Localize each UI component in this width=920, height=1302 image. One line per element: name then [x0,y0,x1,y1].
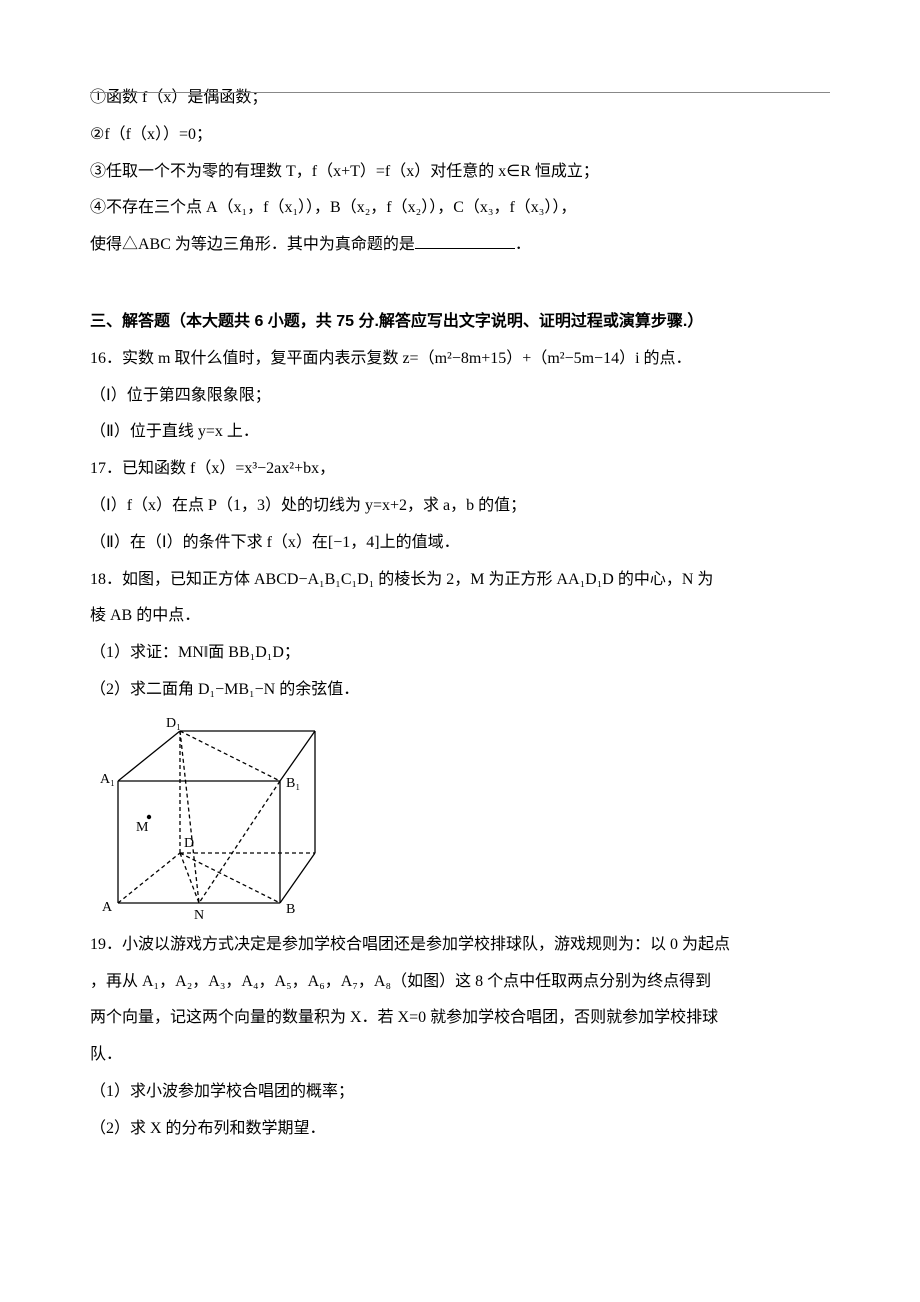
text: 两个向量，记这两个向量的数量积为 X．若 X=0 就参加学校合唱团，否则就参加学… [90,1009,718,1026]
text: 17．已知函数 f（x）=x³−2ax²+bx， [90,460,335,477]
q17-line3: （Ⅱ）在（Ⅰ）的条件下求 f（x）在[−1，4]上的值域． [90,525,830,562]
text: （2）求 X 的分布列和数学期望． [90,1120,326,1137]
q16-line1: 16．实数 m 取什么值时，复平面内表示复数 z=（m²−8m+15）+（m²−… [90,341,830,378]
q19-line1d: 队． [90,1037,830,1074]
q19-line1b: ，再从 A₁，A₂，A₃，A₄，A₅，A₆，A₇，A₈（如图）这 8 个点中任取… [90,964,830,1001]
svg-text:M: M [136,820,149,835]
text: ②f（f（x））=0； [90,126,212,143]
statement-4a: ④不存在三个点 A（x₁，f（x₁）），B（x₂，f（x₂）），C（x₃，f（x… [90,190,830,227]
text-suffix: ． [515,236,531,253]
text: 18．如图，已知正方体 ABCD−A₁B₁C₁D₁ 的棱长为 2，M 为正方形 … [90,571,713,588]
q18-line3: （2）求二面角 D₁−MB₁−N 的余弦值． [90,672,830,709]
statement-1: ①函数 f（x）是偶函数； [90,80,830,117]
text: （Ⅰ）位于第四象限象限； [90,387,271,404]
q16-line3: （Ⅱ）位于直线 y=x 上． [90,414,830,451]
svg-text:D: D [184,836,194,851]
statement-3: ③任取一个不为零的有理数 T，f（x+T）=f（x）对任意的 x∈R 恒成立； [90,154,830,191]
svg-text:B: B [286,902,295,917]
statement-4b: 使得△ABC 为等边三角形．其中为真命题的是 ． [90,227,830,264]
text: （1）求证：MN‖面 BB₁D₁D； [90,644,300,661]
text: ，再从 A₁，A₂，A₃，A₄，A₅，A₆，A₇，A₈（如图）这 8 个点中任取… [90,973,711,990]
text: ③任取一个不为零的有理数 T，f（x+T）=f（x）对任意的 x∈R 恒成立； [90,163,599,180]
text: （Ⅰ）f（x）在点 P（1，3）处的切线为 y=x+2，求 a，b 的值； [90,497,526,514]
text: （Ⅱ）在（Ⅰ）的条件下求 f（x）在[−1，4]上的值域． [90,534,460,551]
cube-diagram: ABCDA₁B₁C₁D₁MN [90,713,320,923]
q19-line3: （2）求 X 的分布列和数学期望． [90,1111,830,1148]
section-gap [90,264,830,304]
statement-2: ②f（f（x））=0； [90,117,830,154]
fill-blank [415,234,515,249]
q19-line2: （1）求小波参加学校合唱团的概率； [90,1074,830,1111]
text: （2）求二面角 D₁−MB₁−N 的余弦值． [90,681,359,698]
svg-text:N: N [194,908,204,923]
q17-line2: （Ⅰ）f（x）在点 P（1，3）处的切线为 y=x+2，求 a，b 的值； [90,488,830,525]
section-3-title: 三、解答题（本大题共 6 小题，共 75 分.解答应写出文字说明、证明过程或演算… [90,304,830,341]
q18-line2: （1）求证：MN‖面 BB₁D₁D； [90,635,830,672]
text: 棱 AB 的中点． [90,607,200,624]
q19-line1a: 19．小波以游戏方式决定是参加学校合唱团还是参加学校排球队，游戏规则为：以 0 … [90,927,830,964]
q18-line1b: 棱 AB 的中点． [90,598,830,635]
text: 16．实数 m 取什么值时，复平面内表示复数 z=（m²−8m+15）+（m²−… [90,350,692,367]
header-rule [90,92,830,93]
text: ④不存在三个点 A（x₁，f（x₁）），B（x₂，f（x₂）），C（x₃，f（x… [90,199,576,216]
svg-text:A₁: A₁ [100,772,115,787]
text: 队． [90,1046,122,1063]
q17-line1: 17．已知函数 f（x）=x³−2ax²+bx， [90,451,830,488]
text: 三、解答题（本大题共 6 小题，共 75 分.解答应写出文字说明、证明过程或演算… [90,313,703,330]
svg-text:B₁: B₁ [286,776,300,791]
document-body: ①函数 f（x）是偶函数； ②f（f（x））=0； ③任取一个不为零的有理数 T… [90,80,830,1148]
text: （1）求小波参加学校合唱团的概率； [90,1083,354,1100]
text: （Ⅱ）位于直线 y=x 上． [90,423,259,440]
text: 19．小波以游戏方式决定是参加学校合唱团还是参加学校排球队，游戏规则为：以 0 … [90,936,730,953]
q18-line1a: 18．如图，已知正方体 ABCD−A₁B₁C₁D₁ 的棱长为 2，M 为正方形 … [90,562,830,599]
svg-text:A: A [102,900,113,915]
text-prefix: 使得△ABC 为等边三角形．其中为真命题的是 [90,236,415,253]
svg-text:D₁: D₁ [166,716,181,731]
q19-line1c: 两个向量，记这两个向量的数量积为 X．若 X=0 就参加学校合唱团，否则就参加学… [90,1000,830,1037]
q16-line2: （Ⅰ）位于第四象限象限； [90,378,830,415]
q18-figure: ABCDA₁B₁C₁D₁MN [90,709,830,927]
